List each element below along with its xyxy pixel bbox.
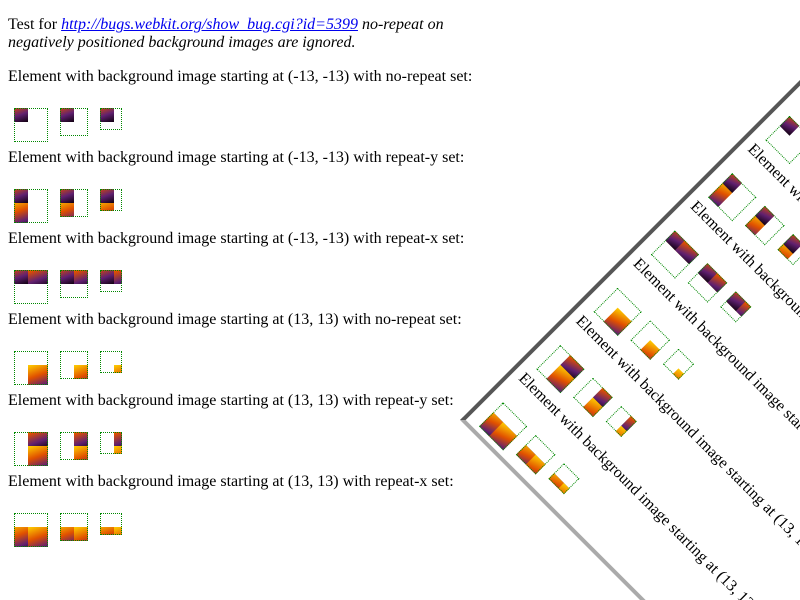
rotated-frame: Test for http://bugs.webkit.org/show_bug… — [460, 24, 800, 600]
bg-box — [100, 351, 122, 373]
intro-suffix: no-repeat on negatively positioned backg… — [8, 16, 444, 51]
bg-box — [777, 234, 800, 266]
section: Element with background image starting a… — [8, 68, 473, 142]
bg-box — [687, 263, 728, 303]
section-label: Element with background image starting a… — [8, 311, 462, 328]
box-row — [8, 270, 452, 304]
box-row — [8, 108, 452, 142]
bg-box — [14, 432, 48, 466]
section-label: Element with background image starting a… — [8, 230, 465, 247]
bg-box — [630, 320, 671, 360]
bg-box — [14, 189, 48, 223]
bg-box — [100, 189, 122, 211]
bg-box — [100, 432, 122, 454]
bg-box — [14, 108, 48, 142]
bg-box — [60, 351, 88, 379]
section-label: Element with background image starting a… — [8, 68, 473, 85]
section: Element with background image starting a… — [8, 473, 454, 547]
intro: Test for http://bugs.webkit.org/show_bug… — [8, 16, 452, 52]
bg-box — [14, 270, 48, 304]
bg-box — [60, 432, 88, 460]
section-label: Element with background image starting a… — [8, 473, 454, 490]
document: Test for http://bugs.webkit.org/show_bug… — [460, 30, 800, 600]
section: Element with background image starting a… — [8, 230, 465, 304]
bg-box — [662, 348, 695, 380]
bg-box — [100, 270, 122, 292]
section-label: Element with background image starting a… — [8, 392, 454, 409]
bg-box — [515, 434, 556, 475]
box-row — [8, 432, 452, 466]
bg-box — [744, 205, 785, 246]
bg-box — [573, 377, 613, 418]
bg-box — [14, 513, 48, 547]
section: Element with background image starting a… — [8, 149, 465, 223]
section: Element with background image starting a… — [8, 311, 462, 385]
section: Element with background image starting a… — [8, 392, 454, 466]
bg-box — [720, 291, 752, 323]
bg-box — [60, 270, 88, 298]
bg-box — [60, 108, 88, 136]
bg-box — [100, 108, 122, 130]
bug-link[interactable]: http://bugs.webkit.org/show_bug.cgi?id=5… — [61, 16, 358, 33]
bg-box — [60, 189, 88, 217]
bg-box — [548, 463, 580, 495]
intro-italic: http://bugs.webkit.org/show_bug.cgi?id=5… — [8, 16, 444, 51]
section-label: Element with background image starting a… — [8, 149, 465, 166]
bg-box — [60, 513, 88, 541]
bg-box — [605, 405, 637, 437]
box-row — [8, 189, 452, 223]
bg-box — [14, 351, 48, 385]
box-row — [8, 513, 452, 547]
document: Test for http://bugs.webkit.org/show_bug… — [8, 16, 473, 547]
bg-box — [479, 402, 528, 451]
intro-prefix: Test for — [8, 16, 58, 33]
bg-box — [100, 513, 122, 535]
box-row — [8, 351, 452, 385]
